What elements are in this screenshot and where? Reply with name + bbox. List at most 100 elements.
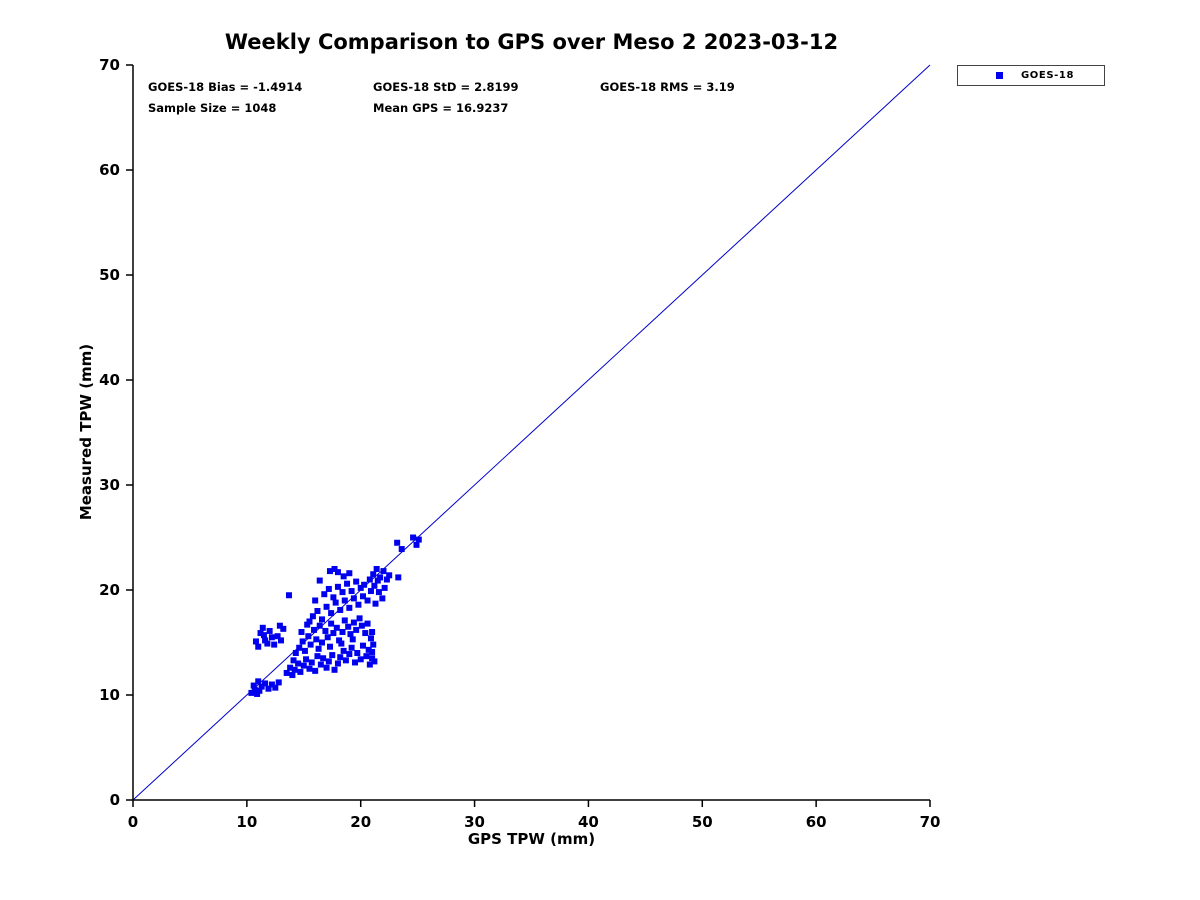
- legend: GOES-18: [957, 65, 1105, 86]
- scatter-point: [274, 633, 281, 640]
- scatter-point: [336, 637, 343, 644]
- scatter-point: [373, 566, 380, 572]
- scatter-point: [325, 585, 332, 592]
- scatter-point: [290, 657, 297, 664]
- scatter-point: [317, 661, 324, 668]
- scatter-point: [363, 653, 370, 660]
- scatter-point: [334, 583, 341, 590]
- scatter-point: [266, 627, 273, 634]
- scatter-point: [257, 630, 264, 637]
- scatter-point: [321, 591, 328, 598]
- scatter-point: [283, 669, 290, 676]
- scatter-point: [324, 634, 331, 641]
- scatter-point: [410, 534, 417, 541]
- scatter-point: [341, 597, 348, 604]
- scatter-point: [352, 659, 359, 666]
- stat-sample-size: Sample Size = 1048: [148, 101, 277, 115]
- scatter-point: [268, 681, 275, 688]
- identity-line: [132, 64, 931, 801]
- scatter-point: [337, 606, 344, 613]
- scatter-point: [319, 616, 326, 623]
- scatter-point: [325, 658, 332, 665]
- scatter-point: [254, 690, 261, 697]
- scatter-point: [260, 632, 267, 639]
- scatter-point: [370, 571, 377, 578]
- scatter-point: [314, 653, 321, 660]
- scatter-point: [337, 654, 344, 661]
- scatter-point: [346, 604, 353, 611]
- scatter-point: [415, 536, 422, 543]
- scatter-point: [394, 539, 401, 546]
- scatter-point: [377, 574, 384, 581]
- scatter-point: [323, 664, 330, 671]
- scatter-point: [285, 592, 292, 599]
- scatter-point: [398, 546, 405, 553]
- scatter-point: [252, 638, 259, 645]
- scatter-point: [276, 622, 283, 629]
- scatter-point: [347, 631, 354, 638]
- y-tick-label: 40: [99, 371, 120, 389]
- scatter-point: [350, 595, 357, 602]
- scatter-point: [268, 634, 275, 641]
- scatter-point: [259, 624, 266, 631]
- scatter-point: [316, 577, 323, 584]
- scatter-point: [371, 658, 378, 665]
- scatter-point: [369, 629, 376, 635]
- scatter-point: [251, 686, 258, 693]
- scatter-point: [331, 666, 338, 673]
- scatter-point: [367, 635, 374, 642]
- scatter-point: [326, 643, 333, 650]
- scatter-point: [344, 580, 351, 587]
- scatter-point: [361, 581, 368, 588]
- scatter-point: [350, 619, 357, 626]
- scatter-point: [291, 666, 298, 673]
- scatter-point: [308, 659, 315, 666]
- scatter-point: [383, 576, 390, 583]
- scatter-point: [312, 667, 319, 674]
- scatter-point: [323, 603, 330, 610]
- y-tick-label: 30: [99, 476, 120, 494]
- x-tick-label: 10: [236, 813, 257, 831]
- scatter-point: [364, 620, 371, 627]
- scatter-point: [371, 582, 378, 589]
- legend-label: GOES-18: [1021, 70, 1075, 81]
- scatter-point: [372, 600, 379, 607]
- x-tick-label: 20: [350, 813, 371, 831]
- y-tick-label: 20: [99, 581, 120, 599]
- scatter-point: [395, 574, 402, 581]
- scatter-point: [309, 613, 316, 620]
- scatter-point: [326, 568, 333, 575]
- scatter-point: [311, 626, 318, 633]
- x-tick-label: 0: [128, 813, 138, 831]
- scatter-point: [256, 687, 263, 694]
- scatter-point: [265, 685, 272, 692]
- scatter-point: [334, 569, 341, 576]
- scatter-point: [340, 573, 347, 580]
- scatter-point: [348, 644, 355, 651]
- scatter-point: [255, 643, 262, 650]
- scatter-point: [299, 638, 306, 645]
- scatter-point: [375, 589, 382, 596]
- scatter-point: [264, 640, 271, 647]
- stat-std: GOES-18 StD = 2.8199: [373, 80, 519, 94]
- scatter-point: [298, 629, 305, 635]
- scatter-point: [349, 636, 356, 643]
- scatter-point: [341, 617, 348, 624]
- scatter-point: [369, 648, 376, 655]
- scatter-point: [287, 664, 294, 671]
- x-axis-label: GPS TPW (mm): [467, 830, 596, 848]
- scatter-point: [320, 655, 327, 662]
- scatter-point: [329, 652, 336, 659]
- scatter-point: [381, 584, 388, 591]
- scatter-point: [339, 589, 346, 596]
- scatter-point: [330, 594, 337, 601]
- scatter-point: [369, 655, 376, 662]
- scatter-point: [297, 668, 304, 675]
- scatter-point: [255, 678, 262, 685]
- scatter-point: [314, 608, 321, 614]
- x-tick-label: 30: [464, 813, 485, 831]
- scatter-point: [345, 623, 352, 630]
- scatter-point: [315, 645, 322, 652]
- scatter-point: [362, 630, 369, 637]
- y-tick-label: 0: [110, 791, 120, 809]
